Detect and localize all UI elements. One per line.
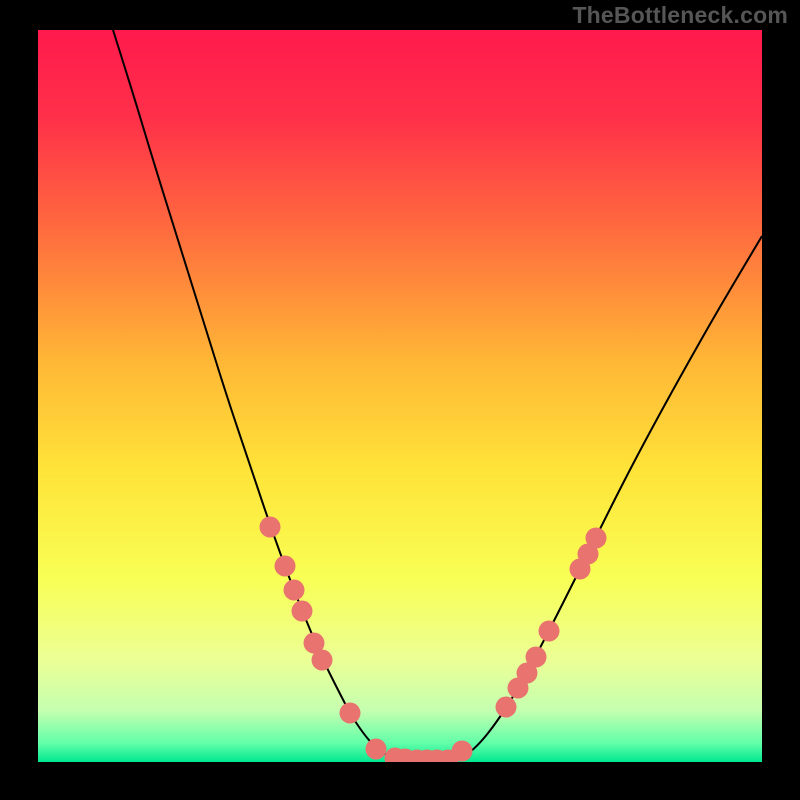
data-marker — [586, 528, 607, 549]
curve-overlay — [38, 30, 762, 762]
bottleneck-curve — [113, 30, 762, 759]
data-marker — [292, 601, 313, 622]
data-marker — [366, 739, 387, 760]
data-marker — [452, 741, 473, 762]
data-marker — [496, 697, 517, 718]
data-marker — [526, 647, 547, 668]
data-marker — [284, 580, 305, 601]
chart-root: TheBottleneck.com — [0, 0, 800, 800]
data-marker — [539, 621, 560, 642]
watermark-text: TheBottleneck.com — [572, 2, 788, 29]
data-marker — [312, 650, 333, 671]
data-marker — [260, 517, 281, 538]
data-marker — [340, 703, 361, 724]
data-marker — [275, 556, 296, 577]
plot-area — [38, 30, 762, 762]
